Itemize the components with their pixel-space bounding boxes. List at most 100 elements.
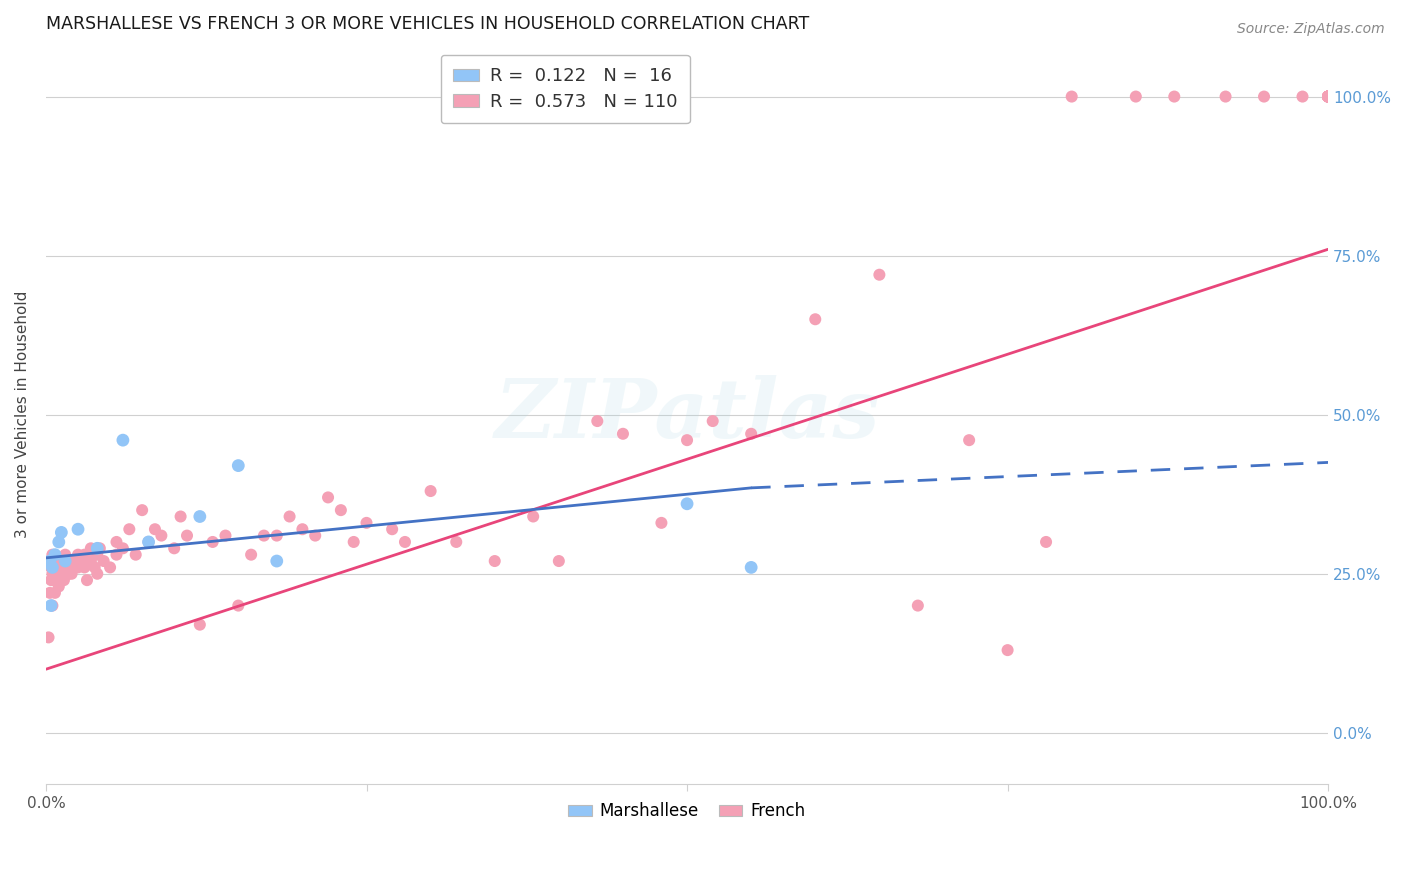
Point <box>201 535 224 549</box>
Point <box>41 566 63 581</box>
Point <box>118 522 141 536</box>
Point <box>89 541 111 556</box>
Point <box>356 516 378 530</box>
Point <box>48 554 70 568</box>
Point <box>73 560 96 574</box>
Y-axis label: 3 or more Vehicles in Household: 3 or more Vehicles in Household <box>15 291 30 539</box>
Point <box>53 548 76 562</box>
Point <box>1317 89 1340 103</box>
Point <box>169 509 191 524</box>
Point <box>1291 89 1313 103</box>
Point <box>214 528 236 542</box>
Point <box>1317 89 1340 103</box>
Text: MARSHALLESE VS FRENCH 3 OR MORE VEHICLES IN HOUSEHOLD CORRELATION CHART: MARSHALLESE VS FRENCH 3 OR MORE VEHICLES… <box>46 15 810 33</box>
Point <box>1317 89 1340 103</box>
Point <box>226 599 249 613</box>
Point <box>38 554 60 568</box>
Point <box>138 535 160 549</box>
Point <box>1317 89 1340 103</box>
Point <box>60 554 83 568</box>
Point <box>125 548 148 562</box>
Point <box>111 541 134 556</box>
Point <box>46 573 69 587</box>
Point <box>39 573 62 587</box>
Point <box>86 548 108 562</box>
Point <box>1317 89 1340 103</box>
Point <box>188 617 211 632</box>
Point <box>80 554 103 568</box>
Point <box>41 548 63 562</box>
Point <box>1317 89 1340 103</box>
Point <box>80 541 103 556</box>
Point <box>131 503 153 517</box>
Point <box>1253 89 1275 103</box>
Point <box>1317 89 1340 103</box>
Point <box>957 433 980 447</box>
Point <box>676 497 699 511</box>
Point <box>66 522 89 536</box>
Point <box>446 535 468 549</box>
Point <box>1317 89 1340 103</box>
Point <box>291 522 314 536</box>
Point <box>86 566 108 581</box>
Point <box>38 554 60 568</box>
Point <box>1317 89 1340 103</box>
Point <box>51 560 73 574</box>
Point <box>1163 89 1185 103</box>
Point <box>138 535 160 549</box>
Point <box>105 535 128 549</box>
Point <box>45 560 67 574</box>
Point <box>1035 535 1057 549</box>
Text: Source: ZipAtlas.com: Source: ZipAtlas.com <box>1237 22 1385 37</box>
Point <box>39 560 62 574</box>
Point <box>868 268 890 282</box>
Point <box>1215 89 1237 103</box>
Legend: Marshallese, French: Marshallese, French <box>561 796 813 827</box>
Point <box>650 516 672 530</box>
Point <box>56 554 79 568</box>
Text: ZIPatlas: ZIPatlas <box>495 375 880 455</box>
Point <box>394 535 416 549</box>
Point <box>907 599 929 613</box>
Point <box>316 491 339 505</box>
Point <box>1317 89 1340 103</box>
Point <box>44 586 66 600</box>
Point <box>83 560 105 574</box>
Point <box>188 509 211 524</box>
Point <box>266 528 288 542</box>
Point <box>1125 89 1147 103</box>
Point <box>612 426 634 441</box>
Point <box>1317 89 1340 103</box>
Point <box>55 560 77 574</box>
Point <box>1317 89 1340 103</box>
Point <box>39 599 62 613</box>
Point <box>1317 89 1340 103</box>
Point <box>804 312 827 326</box>
Point <box>53 566 76 581</box>
Point <box>240 548 263 562</box>
Point <box>1317 89 1340 103</box>
Point <box>547 554 569 568</box>
Point <box>48 580 70 594</box>
Point <box>304 528 326 542</box>
Point <box>98 560 121 574</box>
Point <box>63 560 86 574</box>
Point <box>163 541 186 556</box>
Point <box>343 535 366 549</box>
Point <box>49 566 72 581</box>
Point <box>93 554 115 568</box>
Point <box>42 573 65 587</box>
Point <box>522 509 544 524</box>
Point <box>69 554 91 568</box>
Point <box>143 522 166 536</box>
Point <box>226 458 249 473</box>
Point <box>44 548 66 562</box>
Point <box>66 560 89 574</box>
Point <box>76 573 98 587</box>
Point <box>266 554 288 568</box>
Point <box>58 566 80 581</box>
Point <box>676 433 699 447</box>
Point <box>48 535 70 549</box>
Point <box>41 599 63 613</box>
Point <box>60 566 83 581</box>
